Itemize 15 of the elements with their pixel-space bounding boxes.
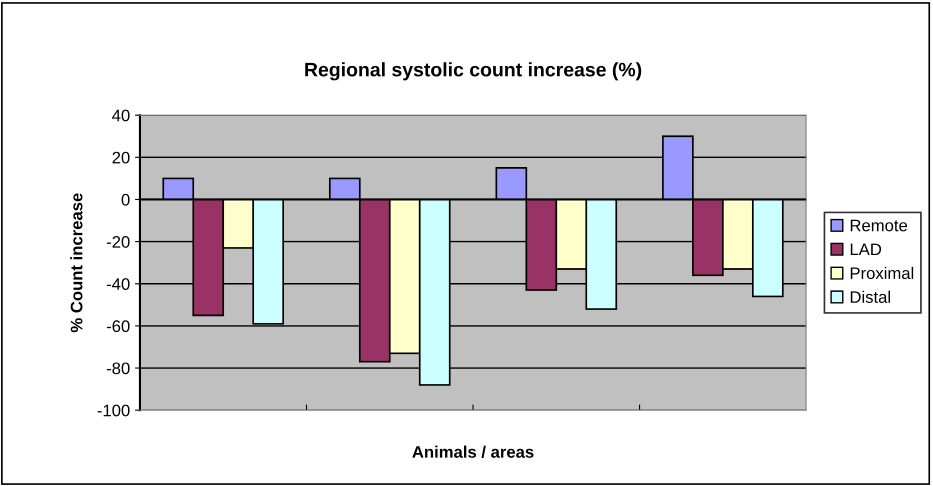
y-tick-label: -20	[106, 236, 130, 248]
chart-title: Regional systolic count increase (%)	[305, 62, 642, 80]
x-axis-title: Animals / areas	[412, 446, 534, 458]
legend-label: Remote	[850, 220, 908, 232]
y-axis-title: % Count increase	[70, 193, 82, 332]
y-tick-label: -60	[106, 320, 130, 332]
y-tick-label: 40	[112, 110, 130, 122]
y-tick-label: -80	[106, 362, 130, 374]
y-tick-label: 20	[112, 152, 130, 164]
legend-label: LAD	[850, 244, 882, 256]
y-tick-label: -40	[106, 278, 130, 290]
y-tick-label: -100	[98, 404, 130, 416]
y-tick-label: 0	[122, 194, 130, 206]
legend-label: Distal	[850, 290, 890, 303]
legend-label: Proximal	[850, 266, 914, 280]
